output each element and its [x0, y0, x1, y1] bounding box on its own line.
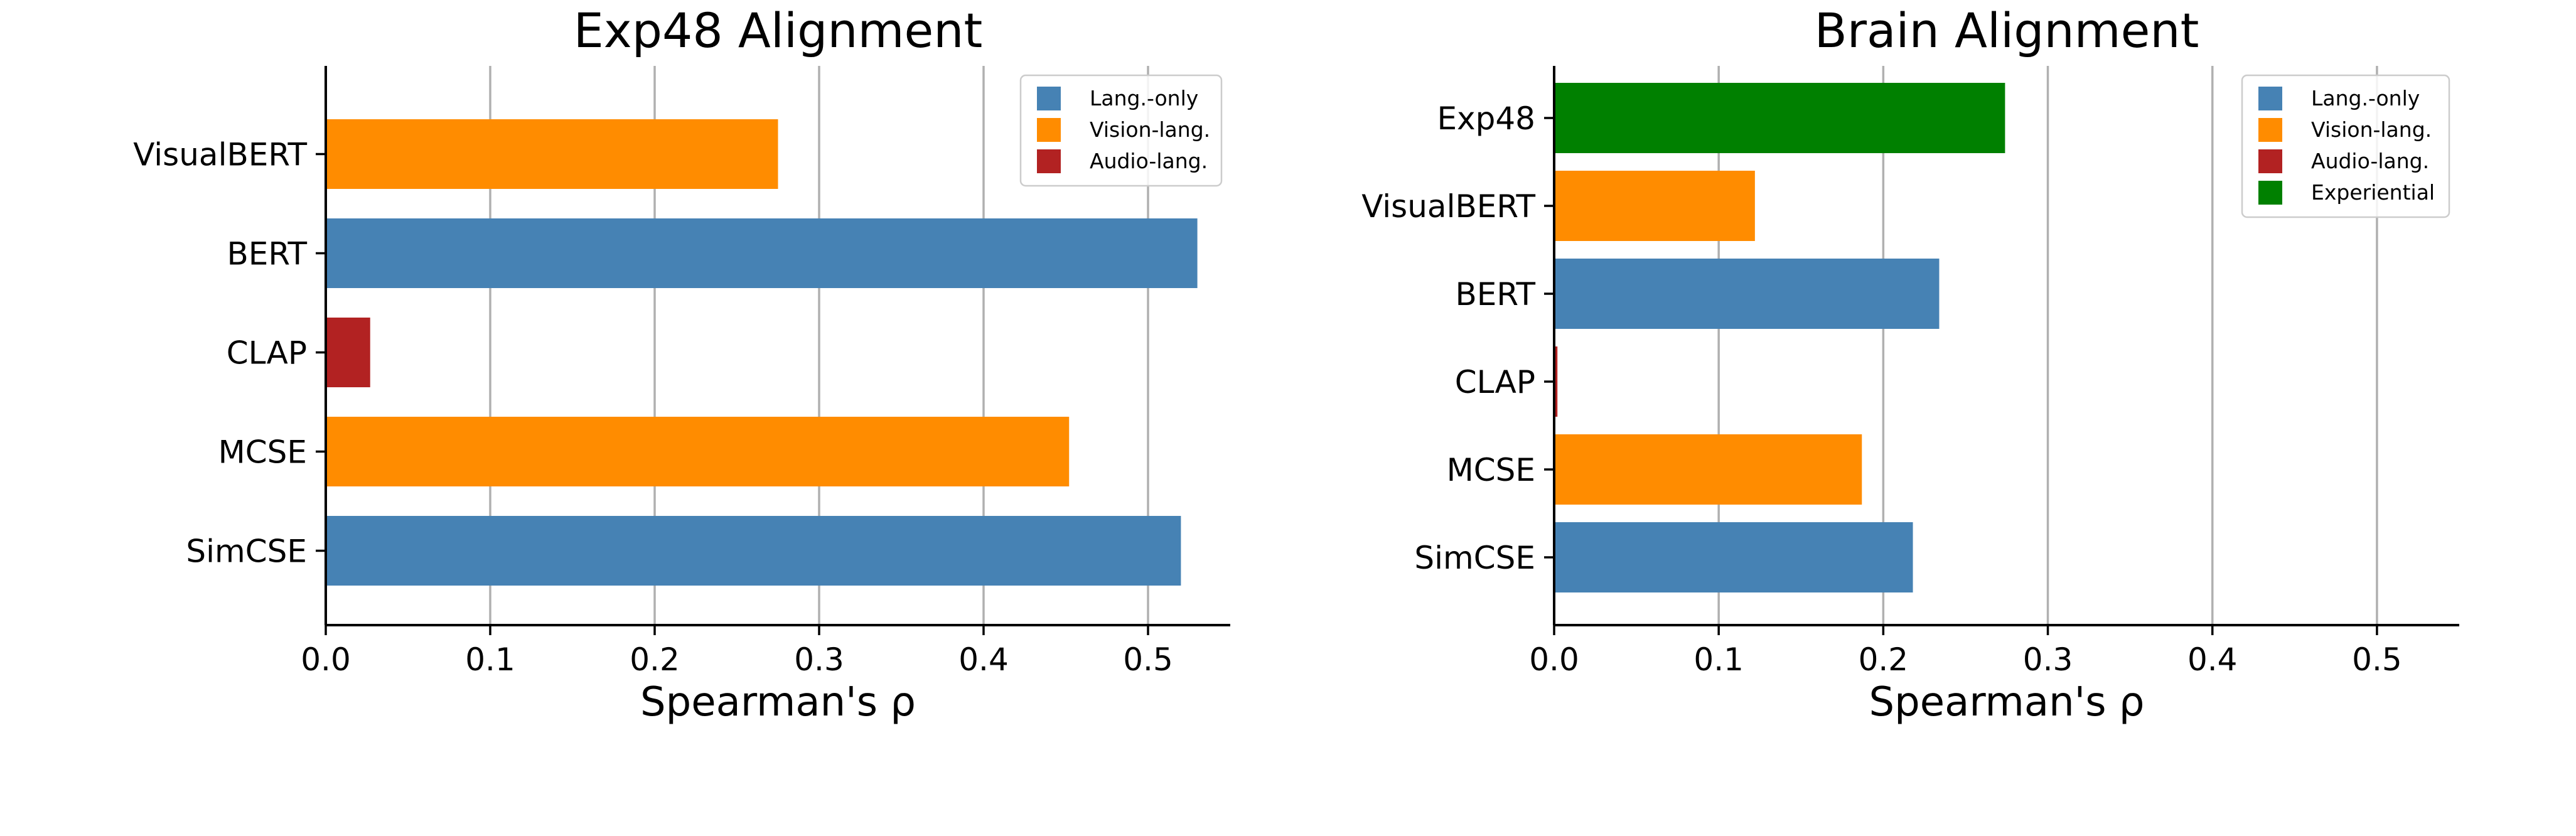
x-axis-label: Spearman's ρ — [640, 679, 916, 726]
x-axis-label: Spearman's ρ — [1869, 679, 2144, 726]
legend-frame — [1019, 74, 1223, 187]
x-tick-label-0-3: 0.3 — [794, 641, 844, 678]
y-tick-label-simcse: SimCSE — [1414, 540, 1535, 576]
x-tick-label-0-0: 0.0 — [301, 641, 351, 678]
bar-simcse — [1554, 522, 1913, 592]
x-tick-label-0-4: 0.4 — [958, 641, 1009, 678]
y-tick-label-clap: CLAP — [1455, 364, 1535, 400]
x-tick-label-0-3: 0.3 — [2023, 641, 2073, 678]
legend-label-audio-lang: Audio-lang. — [1090, 149, 1208, 173]
bars — [1554, 83, 2005, 592]
bar-clap — [326, 318, 370, 387]
bar-simcse — [326, 516, 1181, 586]
bar-exp48 — [1554, 83, 2005, 153]
legend-label-audio-lang: Audio-lang. — [2311, 149, 2429, 173]
x-tick-label-0-1: 0.1 — [465, 641, 515, 678]
bar-bert — [326, 218, 1198, 288]
legend-swatch-audio-lang — [2258, 149, 2282, 173]
legend-swatch-experiential — [2258, 181, 2282, 205]
bars — [326, 119, 1198, 586]
bar-mcse — [1554, 434, 1862, 505]
x-tick-label-0-2: 0.2 — [1859, 641, 1909, 678]
legend-frame — [2241, 74, 2450, 218]
bar-visualbert — [326, 119, 778, 189]
x-tick-label-0-5: 0.5 — [1123, 641, 1173, 678]
x-tick-label-0-4: 0.4 — [2187, 641, 2238, 678]
x-tick-label-0-5: 0.5 — [2352, 641, 2402, 678]
legend-swatch-vision-lang — [2258, 118, 2282, 142]
legend-label-vision-lang: Vision-lang. — [2311, 117, 2432, 142]
x-tick-label-0-0: 0.0 — [1529, 641, 1579, 678]
bar-bert — [1554, 259, 1940, 329]
legend-label-vision-lang: Vision-lang. — [1090, 117, 1210, 142]
x-tick-label-0-1: 0.1 — [1693, 641, 1744, 678]
y-tick-label-bert: BERT — [1455, 276, 1535, 313]
panel-exp48-alignment: Exp48 Alignment VisualBERT BERT CLAP MCSE Sim… — [133, 3, 1230, 726]
y-tick-label-visualbert: VisualBERT — [133, 137, 307, 173]
legend-swatch-lang-only — [1037, 87, 1061, 110]
legend: Lang.-only Vision-lang. Audio-lang. Experie… — [2241, 74, 2450, 218]
y-tick-label-mcse: MCSE — [1447, 452, 1535, 488]
bar-clap — [1554, 346, 1558, 417]
legend-label-lang-only: Lang.-only — [1090, 86, 1198, 110]
y-tick-label-exp48: Exp48 — [1437, 100, 1535, 137]
y-tick-label-bert: BERT — [227, 236, 307, 272]
legend-label-experiential: Experiential — [2311, 180, 2435, 205]
bar-mcse — [326, 417, 1070, 486]
chart-title: Brain Alignment — [1815, 3, 2199, 58]
x-tick-label-0-2: 0.2 — [630, 641, 680, 678]
legend-label-lang-only: Lang.-only — [2311, 86, 2420, 110]
legend-swatch-lang-only — [2258, 87, 2282, 110]
y-tick-label-visualbert: VisualBERT — [1361, 188, 1535, 225]
y-tick-label-simcse: SimCSE — [186, 533, 307, 570]
y-tick-label-mcse: MCSE — [218, 434, 307, 471]
legend: Lang.-only Vision-lang. Audio-lang. — [1019, 74, 1223, 187]
y-tick-label-clap: CLAP — [227, 335, 307, 372]
panel-brain-alignment: Brain Alignment Exp48 VisualBERT BERT CLAP MC… — [1361, 3, 2459, 726]
legend-swatch-vision-lang — [1037, 118, 1061, 142]
bar-visualbert — [1554, 171, 1755, 241]
chart-title: Exp48 Alignment — [574, 3, 983, 58]
legend-swatch-audio-lang — [1037, 149, 1061, 173]
